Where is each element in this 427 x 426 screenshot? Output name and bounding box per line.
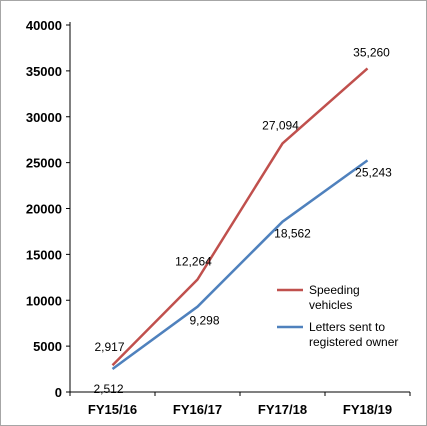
y-tick-label: 30000 [26,110,62,125]
series-line-2 [111,159,369,370]
legend-label: Speeding [309,283,360,297]
data-label: 9,298 [189,314,219,328]
legend-label: Letters sent to [309,320,385,334]
data-label: 25,243 [355,165,392,179]
data-label: 12,264 [175,254,212,268]
y-axis: 0 5000 10000 15000 20000 25000 30000 35000 40000 [26,18,71,400]
data-label: 18,562 [274,227,311,241]
data-labels: 2,917 12,264 27,094 35,260 2,512 9,298 18,562 2… [93,45,392,395]
x-tick-label: FY16/17 [173,402,222,417]
x-axis: FY15/16 FY16/17 FY17/18 FY18/19 [69,391,411,417]
data-label: 27,094 [262,118,299,132]
y-tick-label: 35000 [26,64,62,79]
y-tick-label: 5000 [33,339,62,354]
series-lines [111,67,369,370]
y-tick-label: 10000 [26,293,62,308]
y-tick-label: 20000 [26,202,62,217]
x-tick-label: FY17/18 [258,402,307,417]
x-tick-label: FY15/16 [88,402,137,417]
data-label: 35,260 [353,45,390,59]
legend-label: vehicles [309,298,352,312]
data-label: 2,512 [93,382,123,396]
y-tick-label: 40000 [26,18,62,33]
y-tick-label: 15000 [26,247,62,262]
legend-label: registered owner [309,335,398,349]
data-label: 2,917 [94,340,124,354]
y-tick-label: 0 [55,385,62,400]
y-tick-label: 25000 [26,156,62,171]
series-line-1 [111,67,369,367]
x-tick-label: FY18/19 [343,402,392,417]
